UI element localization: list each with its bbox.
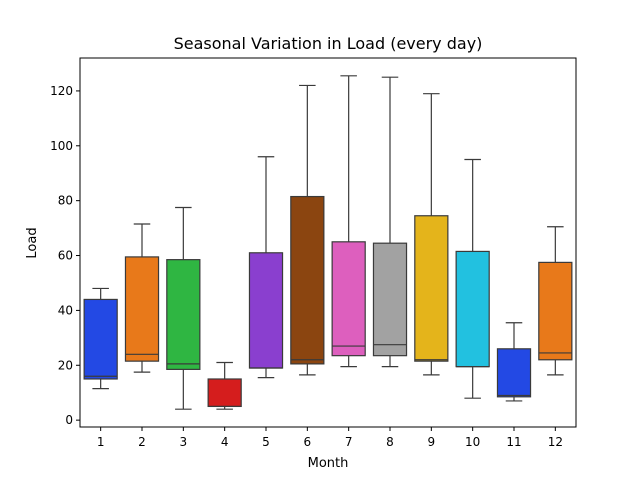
box-iqr: [248, 252, 284, 369]
x-tick-label: 7: [345, 435, 353, 449]
box-iqr: [290, 195, 325, 365]
box-iqr: [166, 259, 201, 370]
box-month-2: [124, 223, 160, 373]
box-iqr: [83, 298, 118, 380]
box-iqr: [207, 378, 242, 408]
x-tick-label: 4: [221, 435, 229, 449]
box-month-12: [538, 226, 573, 376]
y-tick-label: 40: [58, 303, 73, 317]
box-month-5: [248, 156, 284, 379]
box-iqr: [455, 250, 490, 368]
box-iqr: [124, 256, 160, 362]
x-tick-label: 12: [548, 435, 563, 449]
box-iqr: [372, 242, 408, 357]
box-month-8: [372, 76, 408, 368]
box-month-1: [83, 287, 118, 390]
y-tick-label: 80: [58, 194, 73, 208]
box-month-4: [207, 361, 242, 410]
x-tick-label: 6: [304, 435, 312, 449]
box-iqr: [331, 241, 366, 357]
x-tick-label: 11: [506, 435, 521, 449]
y-tick-label: 60: [58, 249, 73, 263]
x-tick-label: 2: [138, 435, 146, 449]
x-tick-label: 9: [428, 435, 436, 449]
box-iqr: [496, 348, 532, 398]
box-iqr: [414, 215, 449, 362]
plot-area: [83, 75, 573, 410]
y-tick-label: 120: [50, 84, 73, 98]
y-axis-label: Load: [25, 227, 40, 258]
box-iqr: [538, 261, 573, 361]
box-month-7: [331, 75, 366, 368]
box-month-9: [414, 93, 449, 376]
box-month-10: [455, 158, 490, 399]
y-tick-label: 20: [58, 358, 73, 372]
x-tick-label: 3: [180, 435, 188, 449]
y-tick-label: 100: [50, 139, 73, 153]
chart-title: Seasonal Variation in Load (every day): [174, 34, 483, 53]
x-tick-label: 10: [465, 435, 480, 449]
x-tick-label: 8: [386, 435, 394, 449]
x-axis-label: Month: [308, 456, 349, 471]
y-tick-label: 0: [65, 413, 73, 427]
box-month-6: [290, 84, 325, 376]
box-month-11: [496, 322, 532, 402]
box-month-3: [166, 206, 201, 410]
axes-frame: [79, 57, 577, 428]
x-tick-label: 1: [97, 435, 105, 449]
x-tick-label: 5: [262, 435, 270, 449]
